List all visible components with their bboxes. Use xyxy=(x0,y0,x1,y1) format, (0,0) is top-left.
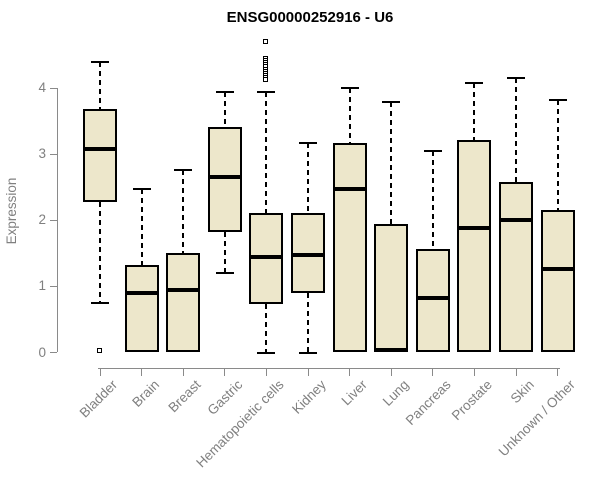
median-line-unknown-other xyxy=(540,267,575,272)
x-axis-tick xyxy=(141,368,143,376)
x-axis-tick xyxy=(432,368,434,376)
upper-whisker-line-hematopoietic-cells xyxy=(265,92,268,214)
lower-whisker-cap-bladder xyxy=(91,301,109,304)
x-axis-tick xyxy=(99,368,101,376)
median-line-breast xyxy=(166,287,201,292)
x-tick-label-kidney: Kidney xyxy=(288,377,329,417)
upper-whisker-cap-kidney xyxy=(299,142,317,145)
y-axis-tick xyxy=(50,352,57,353)
outlier-point-hematopoietic-cells xyxy=(263,77,269,83)
median-line-lung xyxy=(374,347,409,352)
x-axis-tick xyxy=(349,368,351,376)
upper-whisker-cap-prostate xyxy=(465,82,484,85)
outlier-point-hematopoietic-cells xyxy=(263,39,269,45)
y-tick-label: 3 xyxy=(38,146,46,162)
median-line-skin xyxy=(499,217,533,222)
upper-whisker-cap-unknown-other xyxy=(548,99,567,102)
upper-whisker-line-liver xyxy=(348,88,351,144)
y-tick-label: 1 xyxy=(38,278,46,294)
upper-whisker-cap-liver xyxy=(340,87,359,90)
y-tick-label: 2 xyxy=(38,212,46,228)
lower-whisker-line-kidney xyxy=(307,293,309,353)
box-skin xyxy=(499,182,533,353)
box-breast xyxy=(166,253,201,353)
x-axis-line xyxy=(98,368,560,369)
x-tick-label-pancreas: Pancreas xyxy=(402,377,454,428)
x-tick-label-skin: Skin xyxy=(507,377,537,407)
x-tick-label-breast: Breast xyxy=(165,377,204,416)
y-axis-tick xyxy=(50,219,57,221)
upper-whisker-cap-breast xyxy=(174,169,193,172)
x-axis-tick xyxy=(557,368,559,376)
x-axis-tick xyxy=(182,368,184,376)
median-line-gastric xyxy=(207,175,242,180)
x-tick-label-prostate: Prostate xyxy=(448,377,496,424)
box-kidney xyxy=(291,213,325,294)
median-line-liver xyxy=(332,186,367,191)
upper-whisker-cap-skin xyxy=(507,76,525,79)
x-tick-label-bladder: Bladder xyxy=(77,377,121,421)
upper-whisker-line-breast xyxy=(182,170,185,254)
upper-whisker-line-prostate xyxy=(473,83,476,140)
x-tick-label-lung: Lung xyxy=(379,377,412,409)
upper-whisker-line-brain xyxy=(140,189,143,266)
box-liver xyxy=(332,143,367,353)
box-prostate xyxy=(457,139,492,353)
upper-whisker-cap-hematopoietic-cells xyxy=(257,91,276,94)
y-axis-tick xyxy=(50,87,57,89)
y-tick-label: 0 xyxy=(38,344,46,360)
median-line-prostate xyxy=(457,225,492,230)
y-axis-tick xyxy=(50,153,57,155)
lower-whisker-line-gastric xyxy=(223,232,226,274)
upper-whisker-line-bladder xyxy=(99,61,101,110)
upper-whisker-line-kidney xyxy=(307,143,309,214)
box-bladder xyxy=(83,109,117,202)
outlier-point-bladder xyxy=(97,348,102,354)
upper-whisker-line-unknown-other xyxy=(556,100,559,210)
upper-whisker-line-lung xyxy=(390,101,393,224)
box-brain xyxy=(124,265,159,353)
upper-whisker-cap-bladder xyxy=(91,60,109,63)
box-unknown-other xyxy=(540,209,575,353)
x-axis-tick xyxy=(473,368,475,376)
box-lung xyxy=(374,223,409,353)
x-tick-label-liver: Liver xyxy=(338,377,371,409)
upper-whisker-line-gastric xyxy=(223,92,226,127)
upper-whisker-cap-lung xyxy=(382,100,401,103)
y-axis-tick xyxy=(50,285,57,287)
y-axis-line xyxy=(57,88,58,353)
median-line-hematopoietic-cells xyxy=(249,255,284,260)
x-axis-tick xyxy=(265,368,267,376)
x-axis-tick xyxy=(224,368,226,376)
x-tick-label-unknown-other: Unknown / Other xyxy=(495,377,579,460)
lower-whisker-cap-hematopoietic-cells xyxy=(257,351,276,354)
x-tick-label-brain: Brain xyxy=(129,377,163,410)
box-pancreas xyxy=(415,249,450,353)
median-line-pancreas xyxy=(415,295,450,300)
x-axis-tick xyxy=(307,368,309,376)
upper-whisker-line-skin xyxy=(515,77,517,183)
x-axis-tick xyxy=(390,368,392,376)
median-line-kidney xyxy=(291,253,325,258)
upper-whisker-cap-pancreas xyxy=(423,150,442,153)
lower-whisker-line-hematopoietic-cells xyxy=(265,304,268,353)
x-axis-tick xyxy=(515,368,517,376)
upper-whisker-cap-gastric xyxy=(215,91,234,94)
y-tick-label: 4 xyxy=(38,80,46,96)
lower-whisker-line-bladder xyxy=(99,201,101,303)
upper-whisker-cap-brain xyxy=(132,188,151,191)
median-line-brain xyxy=(124,291,159,296)
chart-title: ENSG00000252916 - U6 xyxy=(226,9,394,26)
upper-whisker-line-pancreas xyxy=(431,151,434,250)
lower-whisker-cap-kidney xyxy=(299,351,317,354)
median-line-bladder xyxy=(83,147,117,152)
lower-whisker-cap-gastric xyxy=(215,272,234,275)
